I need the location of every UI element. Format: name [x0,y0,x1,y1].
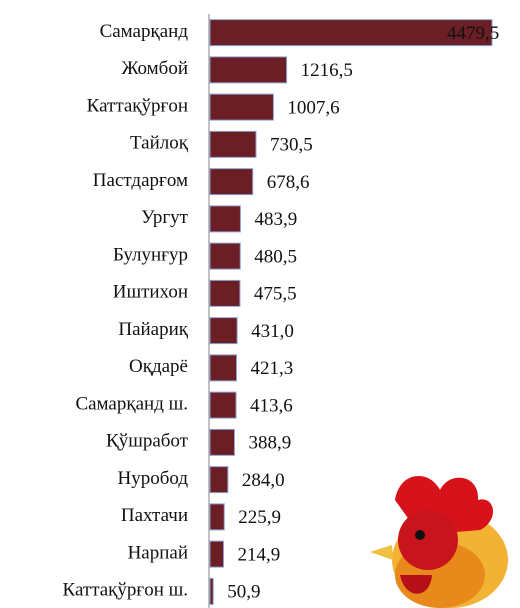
data-label: 431,0 [251,321,294,342]
data-label: 730,5 [270,135,313,156]
bar [209,428,235,456]
y-tick-label: Оқдарё [129,356,188,377]
y-tick-label: Пахтачи [121,505,188,526]
data-label: 1007,6 [287,97,339,118]
bar [209,168,254,196]
bar [209,56,288,84]
data-label: 483,9 [254,209,297,230]
data-label: 4479,5 [447,23,499,44]
y-tick-label: Пастдарғом [93,170,188,191]
data-label: 388,9 [248,433,291,454]
y-tick-label: Қўшработ [106,431,189,452]
y-tick-label: Жомбой [121,58,188,79]
data-label: 421,3 [251,358,294,379]
bar [209,466,229,494]
bar [209,279,241,307]
data-label: 678,6 [267,172,310,193]
bar [209,354,238,382]
y-tick-label: Ургут [141,207,189,228]
y-tick-label: Булунғур [113,244,188,265]
bar [209,205,241,233]
bar [209,391,237,419]
data-label: 480,5 [254,246,297,267]
y-tick-label: Каттақўрғон ш. [63,580,188,601]
data-label: 50,9 [227,582,260,603]
data-label: 475,5 [254,284,297,305]
rooster-illustration [370,476,508,608]
bar [209,130,257,158]
y-tick-label: Самарқанд [100,21,189,42]
data-label: 225,9 [238,507,281,528]
bar [209,93,274,121]
data-label: 214,9 [238,544,281,565]
data-label: 413,6 [250,395,293,416]
y-tick-label: Каттақўрғон [87,95,188,116]
y-tick-label: Нарпай [128,542,188,563]
y-tick-label: Самарқанд ш. [75,393,188,414]
y-tick-label: Нуробод [117,468,188,489]
data-label: 1216,5 [301,60,353,81]
bar [209,317,238,345]
data-label: 284,0 [242,470,285,491]
bar [209,503,225,531]
bar [209,242,241,270]
bar [209,540,225,568]
y-tick-label: Иштихон [113,282,188,303]
bar [209,577,214,605]
y-tick-label: Пайариқ [118,319,188,340]
bar [209,19,493,47]
y-tick-label: Тайлоқ [130,133,189,154]
